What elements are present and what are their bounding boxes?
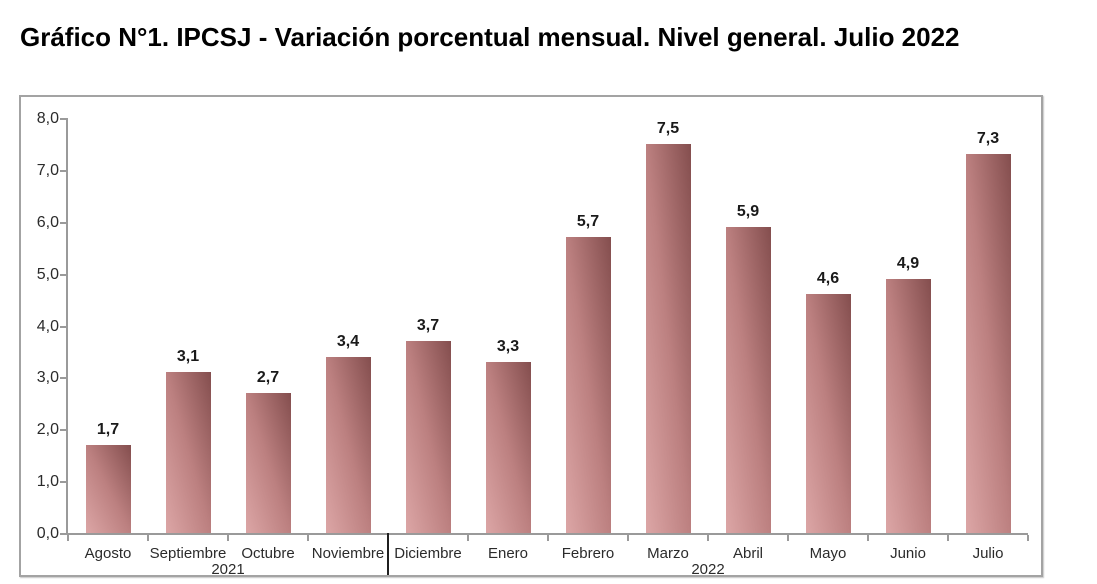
bar-value-label: 3,3 [496,338,520,355]
x-axis-tick [1027,535,1029,541]
y-axis-tick [60,170,67,172]
bar-value-label: 3,7 [416,317,440,334]
bar [246,393,291,533]
x-axis-label: Septiembre [149,545,227,562]
bar [966,154,1011,533]
bar-chart-plot-area: 0,0 1,0 2,0 3,0 4,0 5,0 6,0 7,0 8,0 1,7 Agosto 3,1 S… [21,97,1041,578]
x-axis-tick [627,535,629,541]
bar [886,279,931,533]
y-axis-tick-label: 6,0 [36,214,59,231]
bar [326,357,371,533]
bar-value-label: 5,9 [736,203,760,220]
chart-title: Gráfico N°1. IPCSJ - Variación porcentua… [20,22,960,52]
y-axis-tick [60,429,67,431]
bar-value-label: 1,7 [96,421,120,438]
x-axis-label: Marzo [647,545,689,562]
y-axis-tick [60,533,67,535]
bar [646,144,691,533]
year-group-label: 2022 [691,561,725,578]
bar [406,341,451,533]
y-axis-tick-label: 2,0 [36,421,59,438]
bar [486,362,531,533]
x-axis-label: Diciembre [394,545,462,562]
x-axis-tick [787,535,789,541]
y-axis-tick-label: 1,0 [36,473,59,490]
y-axis-tick [60,377,67,379]
bar-value-label: 2,7 [256,369,280,386]
x-axis-tick [547,535,549,541]
x-axis-label: Mayo [809,545,847,562]
bar-value-label: 4,9 [896,255,920,272]
y-axis-tick-label: 5,0 [36,266,59,283]
year-group-label: 2021 [211,561,245,578]
bar-value-label: 3,4 [336,333,360,350]
year-divider-line [387,533,389,575]
x-axis-label: Enero [487,545,529,562]
x-axis-line [66,533,1028,535]
x-axis-tick [947,535,949,541]
y-axis-tick [60,274,67,276]
bar [726,227,771,533]
x-axis-tick [307,535,309,541]
y-axis-tick-label: 4,0 [36,318,59,335]
y-axis-tick-label: 7,0 [36,162,59,179]
y-axis-tick-label: 0,0 [36,525,59,542]
y-axis-tick [60,222,67,224]
y-axis-tick-label: 8,0 [36,110,59,127]
x-axis-tick [67,535,69,541]
y-axis-tick-label: 3,0 [36,369,59,386]
x-axis-label: Agosto [84,545,132,562]
x-axis-tick [147,535,149,541]
bar [806,294,851,533]
bar-value-label: 7,3 [976,130,1000,147]
x-axis-label: Junio [890,545,926,562]
bar-value-label: 3,1 [176,348,200,365]
bar-value-label: 7,5 [656,120,680,137]
x-axis-label: Noviembre [311,545,385,562]
x-axis-tick [227,535,229,541]
x-axis-label: Abril [732,545,763,562]
x-axis-label: Febrero [561,545,615,562]
bar-value-label: 4,6 [816,270,840,287]
x-axis-tick [867,535,869,541]
bar [566,237,611,533]
chart-frame: 0,0 1,0 2,0 3,0 4,0 5,0 6,0 7,0 8,0 1,7 Agosto 3,1 S… [19,95,1043,578]
x-axis-tick [707,535,709,541]
y-axis-tick [60,118,67,120]
y-axis-tick [60,326,67,328]
bar [86,445,131,533]
bar-value-label: 5,7 [576,213,600,230]
y-axis-tick [60,481,67,483]
bar [166,372,211,533]
y-axis-line [66,118,68,535]
x-axis-label: Julio [972,545,1004,562]
x-axis-tick [467,535,469,541]
x-axis-label: Octubre [241,545,295,562]
